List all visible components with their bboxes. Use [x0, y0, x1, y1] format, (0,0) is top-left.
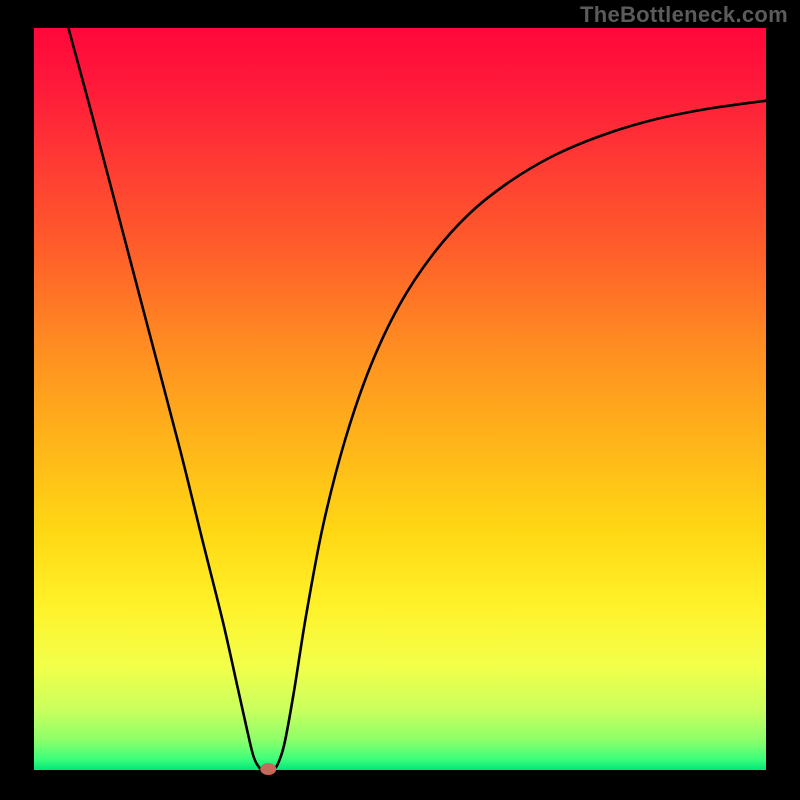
optimal-point-marker: [260, 763, 276, 775]
watermark-label: TheBottleneck.com: [580, 2, 788, 28]
bottleneck-chart: [0, 0, 800, 800]
plot-background: [34, 28, 766, 770]
chart-frame: TheBottleneck.com: [0, 0, 800, 800]
